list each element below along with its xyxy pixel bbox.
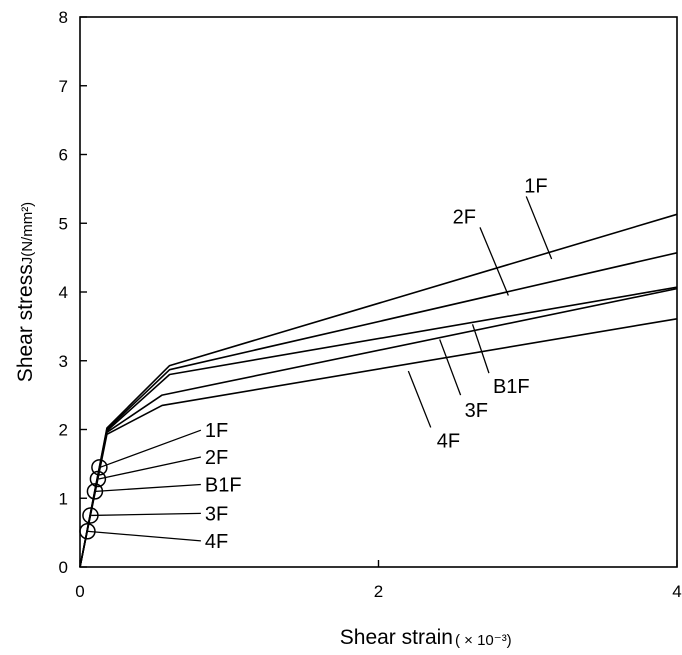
annotation-leader (98, 456, 202, 480)
series-marker-1f (91, 459, 108, 476)
annotation-label: B1F (205, 475, 242, 497)
series-line-3f (79, 287, 678, 568)
annotation-label: 1F (524, 175, 547, 197)
annotation-leader (439, 339, 462, 396)
y-tick-label: 1 (59, 489, 68, 508)
y-axis-title: Shear stressJ(N/mm²) (14, 202, 37, 382)
y-tick-label: 7 (59, 77, 68, 96)
y-tick-label: 2 (59, 421, 68, 440)
y-axis-title-main: Shear stress (14, 264, 37, 382)
annotation-label: 2F (205, 447, 228, 469)
annotation-label: B1F (493, 376, 530, 398)
annotation-label: 1F (205, 420, 228, 442)
annotation-leader (86, 530, 201, 542)
plot-frame (79, 16, 678, 568)
x-tick-label: 2 (374, 582, 383, 601)
series-marker-2f (89, 470, 107, 488)
annotation-leader (471, 324, 490, 374)
annotation-label: 3F (205, 503, 228, 525)
y-tick-label: 5 (59, 214, 68, 233)
annotation-label: 3F (465, 400, 488, 422)
annotation-leader (525, 196, 553, 260)
axis-ticks: 0 1 2 3 4 5 6 7 8 0 2 4 (59, 8, 682, 601)
y-tick-label: 6 (59, 146, 68, 165)
series-line-b1f (79, 286, 678, 568)
x-axis-title: Shear strain (340, 626, 453, 649)
plot-area (79, 16, 678, 568)
annotation-label: 2F (453, 206, 476, 228)
annotation-label: 4F (205, 531, 228, 553)
annotation-label: 4F (437, 430, 460, 452)
series-line-4f (79, 318, 678, 568)
y-tick-label: 8 (59, 8, 68, 27)
annotation-leader (91, 512, 201, 517)
y-tick-label: 4 (59, 283, 68, 302)
y-axis-unit: J(N/mm²) (19, 202, 36, 264)
series-line-2f (79, 252, 678, 568)
x-tick-label: 4 (672, 582, 681, 601)
x-tick-label: 0 (75, 582, 84, 601)
y-tick-label: 0 (59, 558, 68, 577)
y-tick-label: 3 (59, 352, 68, 371)
x-axis-unit: ( × 10⁻³) (455, 632, 512, 649)
annotation-leader (95, 483, 201, 493)
y-axis-title-group: Shear stressJ(N/mm²) (14, 202, 37, 382)
series-markers (79, 459, 108, 540)
annotation-leader (99, 429, 202, 468)
annotation-leader (479, 227, 509, 296)
annotation-leader (407, 370, 432, 428)
series-marker-4f (79, 523, 96, 540)
